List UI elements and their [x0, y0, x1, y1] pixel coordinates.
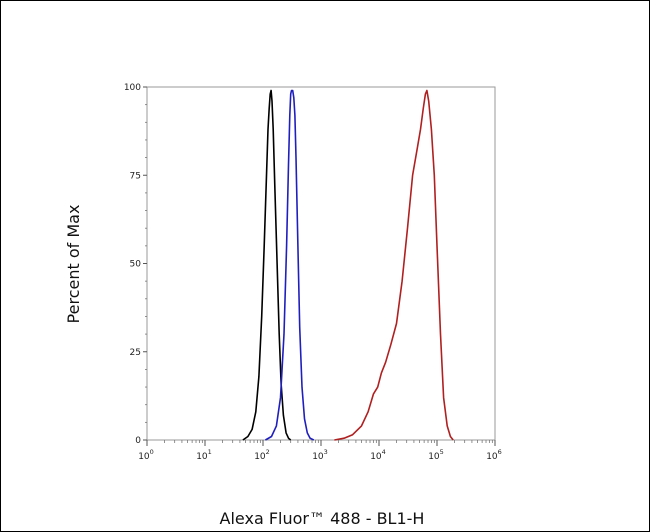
x-tick-label: 105	[428, 448, 444, 462]
x-tick-label: 106	[486, 448, 502, 462]
series-layer	[242, 89, 454, 441]
y-tick-label: 100	[124, 83, 141, 93]
y-axis: 0 25 50 75 100	[124, 83, 147, 446]
histogram-series-2	[265, 89, 315, 441]
x-tick-label: 103	[312, 448, 328, 462]
histogram-series-3	[334, 89, 454, 441]
y-tick-label: 0	[135, 436, 141, 446]
y-tick-label: 50	[130, 260, 142, 270]
x-axis: 100 101 102 103 104 105 106	[138, 440, 502, 462]
x-axis-title: Alexa Fluor™ 488 - BL1-H	[220, 509, 425, 528]
x-tick-label: 102	[254, 448, 270, 462]
x-tick-label: 101	[196, 448, 212, 462]
y-tick-label: 75	[130, 171, 141, 181]
y-tick-label: 25	[130, 348, 141, 358]
histogram-series-1	[242, 89, 292, 441]
x-tick-label: 100	[138, 448, 154, 462]
y-axis-title: Percent of Max	[64, 205, 83, 324]
x-tick-label: 104	[370, 448, 386, 462]
